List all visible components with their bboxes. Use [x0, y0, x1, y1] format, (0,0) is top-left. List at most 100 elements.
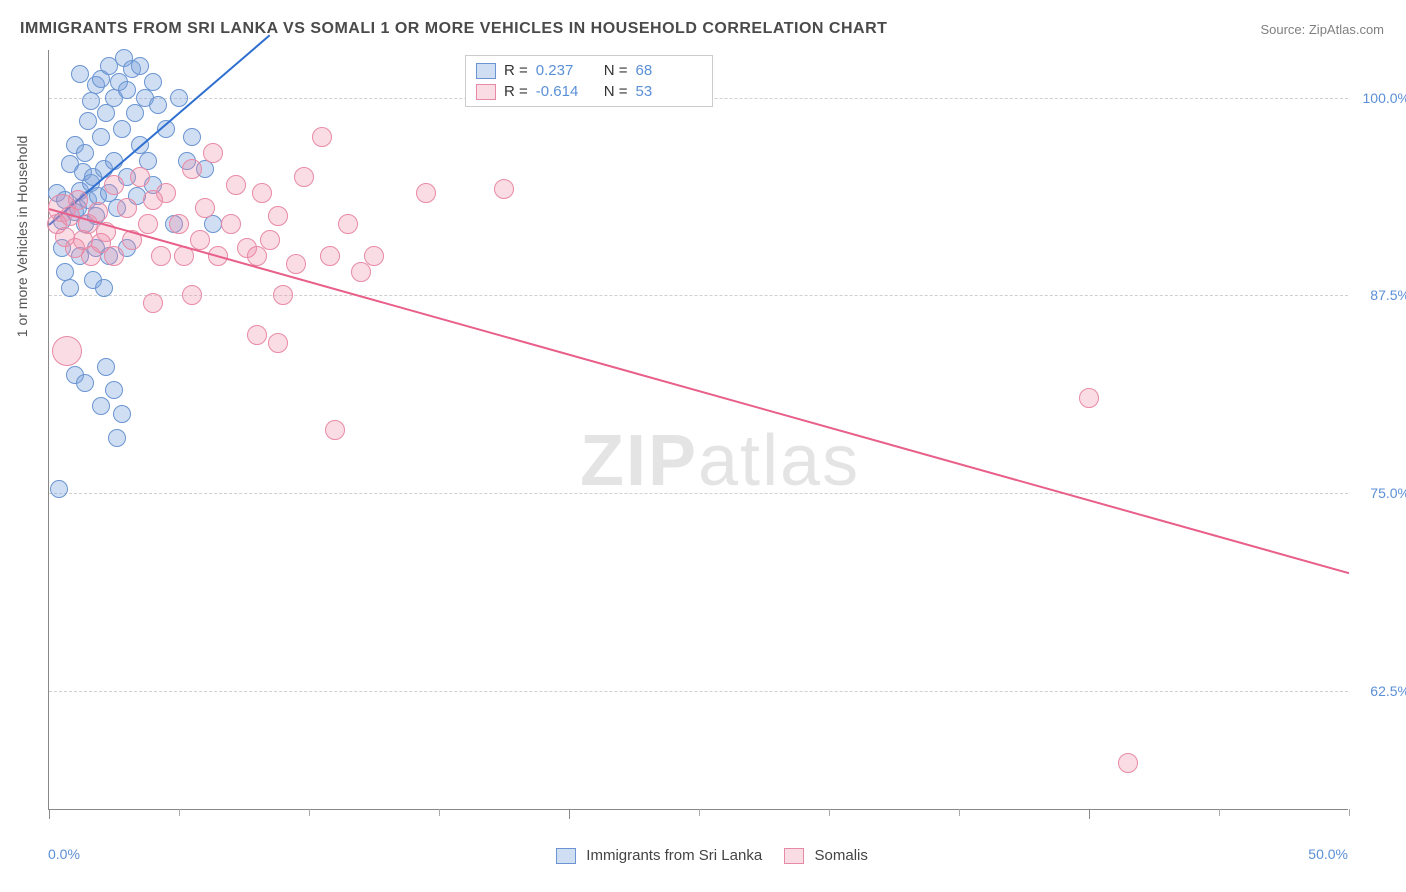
scatter-point	[118, 81, 136, 99]
x-axis-label-max: 50.0%	[1308, 846, 1348, 862]
y-tick-label: 87.5%	[1370, 287, 1406, 303]
n-value-1: 53	[636, 83, 696, 100]
scatter-point	[247, 325, 267, 345]
y-tick-label: 100.0%	[1363, 90, 1406, 106]
scatter-point	[97, 358, 115, 376]
scatter-point	[494, 179, 514, 199]
scatter-point	[294, 167, 314, 187]
source-label: Source: ZipAtlas.com	[1260, 22, 1384, 37]
scatter-point	[61, 279, 79, 297]
scatter-point	[76, 144, 94, 162]
x-tick-minor	[829, 809, 830, 816]
scatter-point	[320, 246, 340, 266]
swatch-series-1	[784, 848, 804, 864]
scatter-point	[71, 65, 89, 83]
scatter-point	[203, 143, 223, 163]
scatter-point	[1118, 753, 1138, 773]
scatter-point	[50, 480, 68, 498]
scatter-point	[325, 420, 345, 440]
scatter-point	[104, 246, 124, 266]
scatter-point	[56, 263, 74, 281]
scatter-point	[105, 381, 123, 399]
scatter-point	[338, 214, 358, 234]
chart-title: IMMIGRANTS FROM SRI LANKA VS SOMALI 1 OR…	[20, 20, 887, 38]
scatter-point	[97, 104, 115, 122]
scatter-point	[108, 429, 126, 447]
scatter-point	[92, 397, 110, 415]
scatter-point	[104, 175, 124, 195]
legend-row-series-1: R = -0.614 N = 53	[476, 81, 696, 102]
scatter-point	[221, 214, 241, 234]
scatter-point	[190, 230, 210, 250]
trendline	[49, 208, 1350, 574]
x-axis-label-min: 0.0%	[48, 846, 80, 862]
scatter-point	[79, 112, 97, 130]
scatter-point	[416, 183, 436, 203]
scatter-point	[144, 73, 162, 91]
scatter-point	[312, 127, 332, 147]
scatter-point	[364, 246, 384, 266]
scatter-point	[286, 254, 306, 274]
x-tick-minor	[959, 809, 960, 816]
scatter-point	[169, 214, 189, 234]
x-tick-minor	[179, 809, 180, 816]
scatter-point	[195, 198, 215, 218]
n-label: N =	[604, 62, 628, 79]
y-tick-label: 75.0%	[1370, 485, 1406, 501]
gridline	[49, 691, 1348, 692]
scatter-point	[260, 230, 280, 250]
gridline	[49, 493, 1348, 494]
x-tick-major	[569, 809, 570, 819]
r-label: R =	[504, 62, 528, 79]
swatch-series-1	[476, 84, 496, 100]
scatter-point	[252, 183, 272, 203]
chart-container: IMMIGRANTS FROM SRI LANKA VS SOMALI 1 OR…	[0, 0, 1406, 892]
scatter-point	[52, 336, 82, 366]
scatter-point	[247, 246, 267, 266]
scatter-point	[1079, 388, 1099, 408]
scatter-point	[182, 159, 202, 179]
n-value-0: 68	[636, 62, 696, 79]
scatter-point	[151, 246, 171, 266]
x-tick-minor	[1219, 809, 1220, 816]
legend-label-1: Somalis	[815, 847, 868, 864]
scatter-point	[88, 202, 108, 222]
scatter-point	[149, 96, 167, 114]
legend-row-series-0: R = 0.237 N = 68	[476, 60, 696, 81]
x-tick-minor	[309, 809, 310, 816]
scatter-point	[268, 206, 288, 226]
scatter-point	[113, 405, 131, 423]
scatter-point	[143, 293, 163, 313]
y-axis-title: 1 or more Vehicles in Household	[14, 136, 30, 338]
scatter-point	[113, 120, 131, 138]
scatter-point	[95, 279, 113, 297]
x-tick-minor	[1349, 809, 1350, 816]
scatter-point	[92, 128, 110, 146]
scatter-point	[268, 333, 288, 353]
scatter-point	[117, 198, 137, 218]
scatter-point	[131, 57, 149, 75]
scatter-point	[130, 167, 150, 187]
scatter-point	[68, 190, 88, 210]
plot-area: 62.5%75.0%87.5%100.0%	[48, 50, 1348, 810]
scatter-point	[351, 262, 371, 282]
scatter-point	[170, 89, 188, 107]
x-tick-minor	[439, 809, 440, 816]
scatter-point	[82, 92, 100, 110]
gridline	[49, 295, 1348, 296]
scatter-point	[182, 285, 202, 305]
swatch-series-0	[556, 848, 576, 864]
swatch-series-0	[476, 63, 496, 79]
r-value-0: 0.237	[536, 62, 596, 79]
scatter-point	[126, 104, 144, 122]
r-value-1: -0.614	[536, 83, 596, 100]
scatter-point	[273, 285, 293, 305]
r-label: R =	[504, 83, 528, 100]
legend-correlation: R = 0.237 N = 68 R = -0.614 N = 53	[465, 55, 713, 107]
x-tick-major	[1089, 809, 1090, 819]
legend-series: Immigrants from Sri Lanka Somalis	[0, 847, 1406, 864]
y-tick-label: 62.5%	[1370, 683, 1406, 699]
scatter-point	[183, 128, 201, 146]
legend-label-0: Immigrants from Sri Lanka	[586, 847, 762, 864]
scatter-point	[156, 183, 176, 203]
